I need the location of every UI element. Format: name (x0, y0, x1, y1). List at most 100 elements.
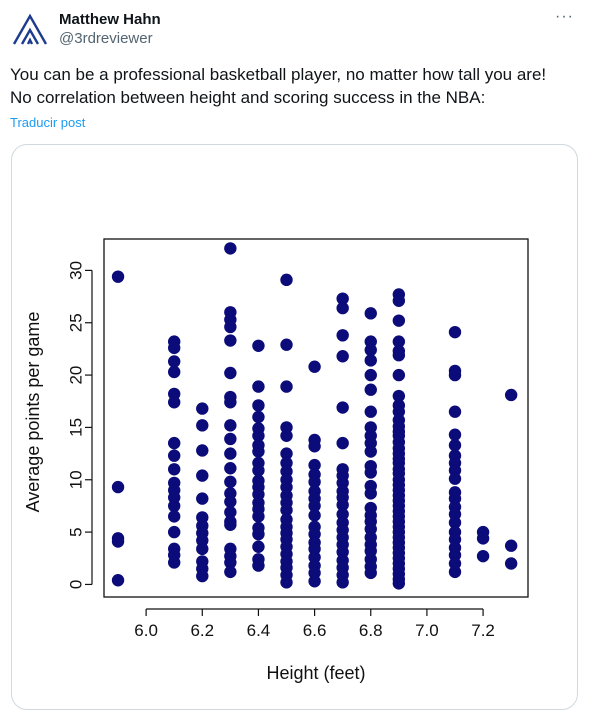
data-point (196, 419, 209, 432)
data-point (392, 335, 406, 348)
data-point (392, 577, 406, 590)
data-point (448, 325, 462, 339)
data-point (336, 401, 349, 414)
data-point (196, 444, 209, 457)
data-point (167, 525, 181, 539)
tweet-text-line-2: No correlation between height and scorin… (10, 88, 486, 107)
scatter-chart: 6.0 6.2 6.4 6.6 6.8 7.0 7.2 0 5 10 15 20 25 30 Heigh… (23, 238, 529, 683)
y-tick-label: 30 (66, 261, 85, 280)
mountain-chevron-logo-icon (12, 13, 48, 45)
data-point (392, 368, 406, 382)
data-point (224, 495, 237, 508)
x-axis-label: Height (feet) (266, 663, 365, 683)
data-point (504, 557, 518, 570)
data-point (224, 518, 237, 531)
tweet-text-line-1: You can be a professional basketball pla… (10, 65, 547, 84)
data-point (167, 463, 181, 476)
data-point (336, 498, 349, 512)
tweet-header: Matthew Hahn @3rdreviewer ··· (10, 8, 580, 52)
data-point (448, 472, 462, 485)
translate-post-link[interactable]: Traducir post (10, 115, 86, 130)
data-point (448, 405, 462, 418)
data-point (308, 360, 321, 373)
x-tick-label: 6.0 (134, 621, 158, 640)
data-point (252, 410, 265, 424)
data-point (111, 574, 125, 587)
x-tick-label: 6.4 (247, 621, 271, 640)
avatar[interactable] (10, 10, 50, 50)
author-handle[interactable]: @3rdreviewer (59, 30, 153, 47)
data-point (252, 380, 265, 393)
x-tick-label: 6.8 (359, 621, 383, 640)
data-point (224, 556, 237, 569)
data-point (336, 350, 349, 363)
data-point (280, 338, 293, 351)
y-tick-label: 20 (66, 366, 85, 385)
more-horizontal-icon: ··· (555, 8, 574, 25)
data-point (224, 334, 237, 347)
more-options-button[interactable]: ··· (555, 8, 574, 26)
data-point (252, 510, 265, 523)
data-point (364, 354, 377, 367)
data-point (224, 242, 237, 255)
data-point (252, 527, 265, 541)
data-point (224, 565, 237, 579)
data-point (167, 341, 181, 355)
data-point (280, 503, 293, 517)
data-point (280, 429, 293, 442)
data-point (167, 355, 181, 368)
y-axis: 0 5 10 15 20 25 30 (66, 261, 93, 589)
data-point (476, 549, 490, 563)
data-point (196, 469, 209, 482)
data-point (280, 380, 293, 393)
data-point (448, 439, 462, 452)
data-point (252, 540, 265, 553)
data-point (167, 436, 181, 450)
data-point (167, 499, 181, 513)
data-point (448, 516, 462, 529)
x-tick-label: 6.2 (190, 621, 214, 640)
author-names: Matthew Hahn @3rdreviewer (59, 10, 161, 48)
y-tick-label: 10 (66, 470, 85, 489)
data-point (280, 576, 293, 589)
data-points (111, 242, 518, 590)
data-point (336, 576, 349, 589)
data-point (448, 428, 462, 441)
data-point (364, 368, 377, 382)
data-point (252, 399, 265, 412)
y-axis-label: Average points per game (23, 312, 43, 513)
data-point (504, 539, 518, 552)
x-tick-label: 6.6 (303, 621, 327, 640)
data-point (448, 368, 462, 382)
data-point (336, 301, 349, 315)
data-point (196, 569, 209, 583)
author-display-name[interactable]: Matthew Hahn (59, 11, 161, 28)
data-point (167, 510, 181, 523)
data-point (280, 447, 293, 460)
data-point (111, 535, 125, 548)
data-point (196, 492, 209, 505)
data-point (308, 458, 321, 472)
data-point (224, 432, 237, 446)
data-point (224, 320, 237, 334)
data-point (336, 292, 349, 305)
data-point (111, 270, 125, 283)
data-point (364, 307, 377, 320)
data-point (167, 396, 181, 409)
data-point (364, 343, 377, 357)
data-point (252, 339, 265, 352)
x-tick-label: 7.2 (471, 621, 495, 640)
tweet-media-image[interactable]: 6.0 6.2 6.4 6.6 6.8 7.0 7.2 0 5 10 15 20 25 30 Heigh… (11, 144, 578, 710)
data-point (308, 499, 321, 513)
data-point (224, 419, 237, 432)
data-point (224, 447, 237, 460)
x-tick-label: 7.0 (415, 621, 439, 640)
data-point (224, 506, 237, 519)
data-point (364, 466, 377, 479)
data-point (448, 565, 462, 579)
data-point (476, 532, 490, 545)
data-point (111, 480, 125, 494)
data-point (196, 542, 209, 556)
data-point (392, 348, 406, 362)
data-point (364, 383, 377, 396)
